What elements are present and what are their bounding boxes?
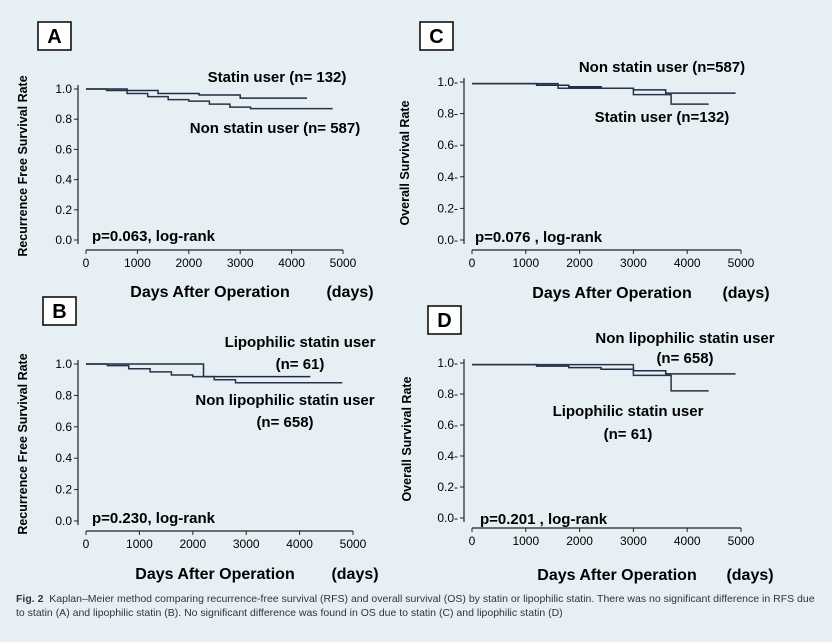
y-tick-label: 0.0 (55, 233, 72, 247)
x-tick-label: 2000 (566, 256, 593, 270)
panel-letter: B (52, 301, 66, 323)
x-axis-unit: (days) (722, 285, 769, 302)
caption-label: Fig. 2 (16, 593, 44, 605)
x-tick-label: 2000 (175, 256, 202, 270)
x-tick-label: 3000 (227, 256, 254, 270)
y-tick-label: 1.0 (55, 82, 72, 96)
x-tick-label: 4000 (278, 256, 305, 270)
x-tick-label: 5000 (340, 537, 367, 551)
chart-panel-c: C 0.0- 0.2- 0.4- 0.6- 0.8- 1.0- 0 1000 2000 3000 40… (398, 21, 770, 302)
panel-letter-box (42, 296, 77, 326)
y-tick-label: 0.6- (437, 138, 458, 152)
series-label: Non statin user (n= 587) (190, 120, 360, 137)
y-tick-label: 0.8- (437, 387, 458, 401)
y-tick-label: 0.4 (55, 173, 72, 187)
x-tick-label: 0 (83, 537, 90, 551)
x-tick-label: 5000 (728, 534, 755, 548)
y-tick-label: 0.6 (55, 420, 72, 434)
y-axis-title: Recurrence Free Survival Rate (16, 75, 30, 256)
x-tick-label: 2000 (566, 534, 593, 548)
x-axis-title: Days After Operation (537, 567, 696, 584)
y-axis-title: Overall Survival Rate (398, 100, 412, 225)
x-axis-title: Days After Operation (130, 284, 289, 301)
km-curve-series-2 (472, 82, 709, 105)
y-axis-title: Overall Survival Rate (400, 376, 414, 501)
y-tick-label: 0.8 (55, 388, 72, 402)
p-value-annotation: p=0.076 , log-rank (475, 229, 603, 246)
y-axis-title: Recurrence Free Survival Rate (16, 353, 30, 534)
chart-panel-d: D 0.0- 0.2- 0.4- 0.6- 0.8- 1.0- 0 1000 2000 3000 40… (400, 305, 775, 584)
x-tick-label: 5000 (330, 256, 357, 270)
y-tick-label: 0.4 (55, 451, 72, 465)
x-tick-label: 0 (469, 256, 476, 270)
x-tick-label: 0 (469, 534, 476, 548)
p-value-annotation: p=0.063, log-rank (92, 228, 216, 245)
y-tick-label: 0.2- (437, 201, 458, 215)
y-tick-label: 0.2- (437, 480, 458, 494)
panel-letter-box (37, 21, 72, 51)
y-tick-label: 0.4- (437, 170, 458, 184)
x-tick-label: 4000 (674, 534, 701, 548)
km-curve-series-2 (472, 363, 709, 392)
y-tick-label: 0.0- (437, 233, 458, 247)
y-tick-label: 0.8- (437, 107, 458, 121)
series-label: (n= 658) (256, 414, 313, 431)
series-label: (n= 658) (656, 350, 713, 367)
x-axis-unit: (days) (331, 566, 378, 583)
figure-caption: Fig. 2 Kaplan–Meier method comparing rec… (16, 592, 822, 620)
y-tick-label: 0.0- (437, 511, 458, 525)
panel-letter-box (419, 21, 454, 51)
series-label: Non statin user (n=587) (579, 59, 745, 76)
y-tick-label: 0.6- (437, 418, 458, 432)
x-tick-label: 1000 (512, 256, 539, 270)
x-tick-label: 3000 (233, 537, 260, 551)
x-axis-title: Days After Operation (532, 285, 691, 302)
series-label: Non lipophilic statin user (595, 330, 774, 347)
caption-text: Kaplan–Meier method comparing recurrence… (16, 593, 815, 619)
x-tick-label: 4000 (674, 256, 701, 270)
x-tick-label: 0 (83, 256, 90, 270)
y-tick-label: 1.0 (55, 357, 72, 371)
series-label: (n= 61) (276, 356, 325, 373)
series-label: Lipophilic statin user (225, 334, 376, 351)
panel-letter-box (427, 305, 462, 335)
p-value-annotation: p=0.201 , log-rank (480, 511, 608, 528)
series-label: (n= 61) (604, 426, 653, 443)
km-curve-series-2 (86, 363, 343, 384)
x-tick-label: 1000 (126, 537, 153, 551)
x-tick-label: 3000 (620, 256, 647, 270)
y-tick-label: 1.0- (437, 75, 458, 89)
x-tick-label: 1000 (124, 256, 151, 270)
x-tick-label: 5000 (728, 256, 755, 270)
series-label: Lipophilic statin user (553, 403, 704, 420)
y-tick-label: 0.4- (437, 449, 458, 463)
series-label: Statin user (n=132) (595, 109, 730, 126)
series-label: Non lipophilic statin user (195, 392, 374, 409)
panel-letter: C (429, 26, 443, 48)
x-tick-label: 1000 (512, 534, 539, 548)
km-curve-series-2 (86, 88, 333, 110)
y-tick-label: 0.6 (55, 142, 72, 156)
x-tick-label: 2000 (179, 537, 206, 551)
y-tick-label: 0.2 (55, 203, 72, 217)
chart-panel-b: B 0.0 0.2 0.4 0.6 0.8 1.0 0 1000 2000 3000 4000 5000… (16, 296, 379, 583)
y-tick-label: 0.8 (55, 112, 72, 126)
chart-panel-a: A 0.0 0.2 0.4 0.6 0.8 1.0 0 1000 2000 3000 4000 5000… (16, 21, 374, 301)
p-value-annotation: p=0.230, log-rank (92, 510, 216, 527)
x-axis-unit: (days) (326, 284, 373, 301)
series-label: Statin user (n= 132) (208, 69, 347, 86)
y-tick-label: 1.0- (437, 356, 458, 370)
x-axis-unit: (days) (726, 567, 773, 584)
x-tick-label: 4000 (286, 537, 313, 551)
y-tick-label: 0.0 (55, 514, 72, 528)
x-axis-title: Days After Operation (135, 566, 294, 583)
panel-letter: D (437, 310, 451, 332)
y-tick-label: 0.2 (55, 483, 72, 497)
x-tick-label: 3000 (620, 534, 647, 548)
panel-letter: A (47, 26, 61, 48)
